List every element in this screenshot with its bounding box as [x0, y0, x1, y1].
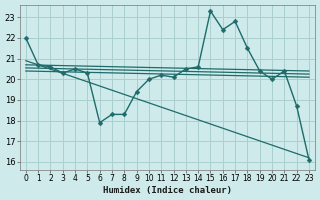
X-axis label: Humidex (Indice chaleur): Humidex (Indice chaleur)	[103, 186, 232, 195]
